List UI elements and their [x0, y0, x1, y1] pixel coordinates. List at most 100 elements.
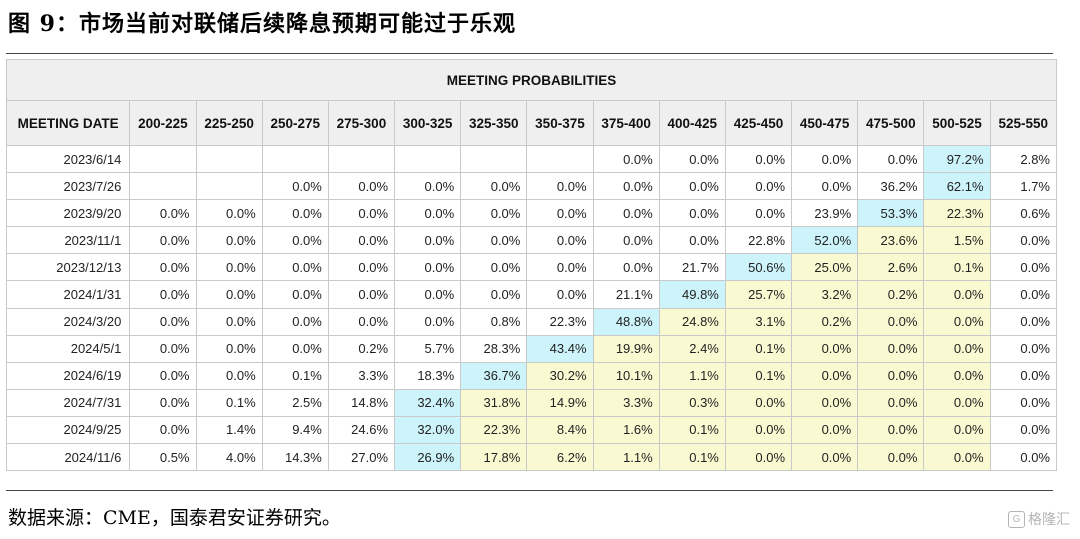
probability-cell: 0.0% [327, 226, 396, 255]
probability-cell: 0.0% [724, 443, 793, 472]
probability-cell: 1.1% [592, 443, 660, 472]
probability-cell: 43.4% [526, 334, 594, 363]
table-row: 2024/11/6 0.5% 4.0% 14.3% 27.0% 26.9% 17.8% 6.2… [5, 443, 1058, 472]
probability-cell: 0.0% [658, 226, 726, 255]
probability-cell: 0.3% [658, 388, 726, 417]
probability-cell: 0.0% [791, 388, 859, 417]
probability-cell: 0.0% [129, 280, 197, 309]
probability-cell: 0.1% [658, 443, 726, 472]
probability-cell: 52.0% [791, 226, 859, 255]
probability-cell: 0.0% [857, 361, 925, 390]
probability-cell: 0.0% [195, 334, 263, 363]
table-row: 2024/9/25 0.0% 1.4% 9.4% 24.6% 32.0% 22.3% 8.4%… [5, 415, 1058, 445]
probability-cell: 0.0% [857, 144, 925, 174]
table-row: 2024/5/1 0.0% 0.0% 0.0% 0.2% 5.7% 28.3% 43.4% 19… [5, 334, 1058, 363]
probability-cell: 22.3% [460, 415, 528, 445]
probability-cell [129, 144, 197, 174]
column-header-range: 425-450 [724, 100, 793, 146]
probability-cell: 27.0% [327, 443, 396, 472]
probability-cell: 2.5% [261, 388, 329, 417]
probability-cell: 0.0% [394, 253, 462, 282]
probability-cell: 24.8% [658, 307, 726, 336]
probability-cell: 9.4% [261, 415, 329, 445]
probability-cell: 0.0% [989, 334, 1058, 363]
probability-cell: 0.0% [195, 226, 263, 255]
probability-cell: 0.0% [791, 172, 859, 201]
probability-cell: 36.7% [460, 361, 528, 390]
probability-cell: 0.0% [394, 307, 462, 336]
probability-cell: 28.3% [460, 334, 528, 363]
probability-cell: 0.0% [394, 199, 462, 228]
probability-cell: 30.2% [526, 361, 594, 390]
table-row: 2024/1/31 0.0% 0.0% 0.0% 0.0% 0.0% 0.0% 0.0% 21.… [5, 280, 1058, 309]
probability-cell: 1.6% [592, 415, 660, 445]
probability-cell: 0.0% [526, 226, 594, 255]
probability-cell: 0.0% [923, 334, 991, 363]
probability-cell: 24.6% [327, 415, 396, 445]
probability-cell: 0.0% [857, 415, 925, 445]
table-row: 2024/7/31 0.0% 0.1% 2.5% 14.8% 32.4% 31.8% 14.9… [5, 388, 1058, 417]
probability-cell: 0.0% [460, 253, 528, 282]
probability-cell: 0.0% [592, 199, 660, 228]
probability-cell: 1.1% [658, 361, 726, 390]
table-row: 2024/6/19 0.0% 0.0% 0.1% 3.3% 18.3% 36.7% 30.2%… [5, 361, 1058, 390]
probability-cell: 14.9% [526, 388, 594, 417]
probability-cell: 32.0% [394, 415, 462, 445]
watermark-logo-icon: G [1008, 510, 1025, 528]
probability-cell: 0.0% [857, 334, 925, 363]
table-row: 2023/6/14 0.0% 0.0% 0.0% 0.0% 0.0% 97.2% 2.8% [5, 144, 1058, 174]
probability-cell: 26.9% [394, 443, 462, 472]
probability-cell: 0.0% [195, 253, 263, 282]
probability-cell: 0.1% [724, 361, 793, 390]
probability-cell: 2.4% [658, 334, 726, 363]
probability-cell: 0.1% [658, 415, 726, 445]
probability-cell: 0.0% [791, 415, 859, 445]
meeting-date-cell: 2024/3/20 [5, 307, 131, 336]
meeting-date-cell: 2023/12/13 [5, 253, 131, 282]
table-header-row: MEETING DATE 200-225 225-250 250-275 275-30… [5, 100, 1058, 146]
probability-cell: 0.0% [989, 307, 1058, 336]
column-header-range: 525-550 [989, 100, 1058, 146]
probability-cell: 0.0% [724, 415, 793, 445]
source-note: 数据来源：CME，国泰君安证券研究。 [8, 507, 341, 529]
table-row: 2023/11/1 0.0% 0.0% 0.0% 0.0% 0.0% 0.0% 0.0% 0.0… [5, 226, 1058, 255]
probability-cell: 14.3% [261, 443, 329, 472]
probability-cell: 10.1% [592, 361, 660, 390]
probability-cell: 0.0% [195, 361, 263, 390]
table-body: 2023/6/14 0.0% 0.0% 0.0% 0.0% 0.0% 97.2% 2.8% 20… [5, 144, 1058, 472]
probability-cell: 0.0% [327, 307, 396, 336]
probability-cell: 0.0% [460, 172, 528, 201]
probability-cell: 0.0% [129, 307, 197, 336]
probability-cell: 0.0% [724, 172, 793, 201]
probability-cell: 0.6% [989, 199, 1058, 228]
probability-cell: 0.0% [923, 280, 991, 309]
probability-cell: 0.1% [923, 253, 991, 282]
probability-cell: 5.7% [394, 334, 462, 363]
probability-cell: 32.4% [394, 388, 462, 417]
probability-cell: 0.0% [129, 253, 197, 282]
column-header-range: 225-250 [195, 100, 263, 146]
top-rule [6, 53, 1053, 54]
probability-cell: 0.0% [658, 172, 726, 201]
probability-cell: 23.6% [857, 226, 925, 255]
probability-cell: 8.4% [526, 415, 594, 445]
probability-cell: 0.0% [526, 253, 594, 282]
probability-cell: 31.8% [460, 388, 528, 417]
meeting-date-cell: 2023/6/14 [5, 144, 131, 174]
probability-cell: 0.0% [989, 443, 1058, 472]
probability-cell: 3.3% [327, 361, 396, 390]
probability-cell: 0.0% [327, 280, 396, 309]
probability-cell: 0.0% [526, 199, 594, 228]
probability-cell: 0.0% [724, 388, 793, 417]
probability-cell: 22.8% [724, 226, 793, 255]
column-header-range: 500-525 [923, 100, 991, 146]
probability-cell: 53.3% [857, 199, 925, 228]
watermark-text: 格隆汇 [1028, 511, 1070, 527]
table-title-row: MEETING PROBABILITIES [6, 59, 1057, 101]
probability-cell: 2.6% [857, 253, 925, 282]
column-header-range: 375-400 [592, 100, 660, 146]
column-header-range: 400-425 [658, 100, 726, 146]
probability-cell: 0.0% [129, 415, 197, 445]
probability-cell: 0.0% [791, 144, 859, 174]
table-row: 2023/9/20 0.0% 0.0% 0.0% 0.0% 0.0% 0.0% 0.0% 0.0… [5, 199, 1058, 228]
